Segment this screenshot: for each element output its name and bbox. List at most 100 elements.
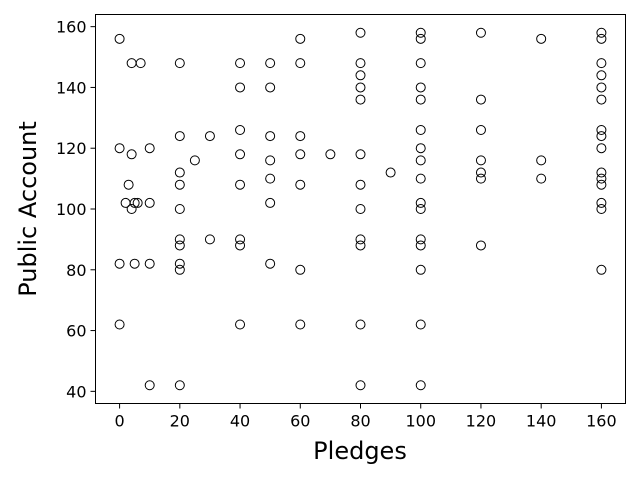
data-point xyxy=(596,167,607,178)
data-point xyxy=(415,58,426,69)
data-point xyxy=(596,264,607,275)
y-tick-label: 100 xyxy=(56,200,87,219)
data-point xyxy=(415,155,426,166)
data-point xyxy=(596,143,607,154)
data-point xyxy=(415,124,426,135)
data-point xyxy=(295,33,306,44)
data-point xyxy=(415,240,426,251)
ticks-layer: 0 20 40 60 80 100 120 140 160 40 60 80 100 120 140 160 xyxy=(56,18,617,431)
y-tick-label: 160 xyxy=(56,18,87,37)
data-point xyxy=(126,204,137,214)
data-point xyxy=(355,234,366,245)
data-point xyxy=(114,319,125,330)
data-point xyxy=(114,258,125,269)
data-point xyxy=(129,197,140,208)
data-point xyxy=(596,27,607,38)
data-point xyxy=(174,131,185,142)
data-point xyxy=(596,70,607,81)
data-point xyxy=(174,240,185,251)
data-point xyxy=(596,82,607,93)
data-point xyxy=(355,27,366,38)
data-point xyxy=(174,264,185,275)
data-point xyxy=(596,33,607,44)
data-point xyxy=(114,33,125,44)
data-point xyxy=(265,131,276,142)
data-point xyxy=(415,197,426,208)
data-point xyxy=(135,58,146,69)
data-point xyxy=(123,179,134,190)
data-point xyxy=(265,155,276,166)
data-point xyxy=(355,70,366,81)
data-point xyxy=(126,149,137,160)
data-point xyxy=(174,204,185,214)
data-point xyxy=(596,204,607,214)
x-tick-label: 80 xyxy=(350,412,370,431)
data-point xyxy=(174,380,185,391)
data-point xyxy=(295,264,306,275)
x-tick-label: 140 xyxy=(526,412,557,431)
data-point xyxy=(265,173,276,184)
data-point xyxy=(475,27,486,38)
data-point xyxy=(475,124,486,135)
data-point xyxy=(596,173,607,184)
x-axis-label: Pledges xyxy=(313,437,407,465)
data-point xyxy=(174,258,185,269)
data-point xyxy=(235,149,246,160)
data-point xyxy=(235,179,246,190)
x-tick-label: 40 xyxy=(230,412,250,431)
data-point xyxy=(235,234,246,245)
data-point xyxy=(415,27,426,38)
data-point xyxy=(355,94,366,105)
data-point xyxy=(265,58,276,69)
x-tick-label: 160 xyxy=(586,412,617,431)
data-point xyxy=(235,124,246,135)
data-point xyxy=(204,234,215,245)
data-point xyxy=(415,82,426,93)
plot-frame xyxy=(95,14,626,404)
data-point xyxy=(295,149,306,160)
data-point xyxy=(265,82,276,93)
data-point xyxy=(596,58,607,69)
data-point xyxy=(355,179,366,190)
y-axis-label: Public Account xyxy=(14,121,42,297)
data-point xyxy=(536,33,547,44)
data-point xyxy=(355,58,366,69)
data-point xyxy=(355,240,366,251)
data-point xyxy=(126,58,137,69)
data-point xyxy=(295,58,306,69)
data-point xyxy=(385,167,396,178)
data-point xyxy=(596,197,607,208)
data-point xyxy=(174,58,185,69)
data-point xyxy=(132,197,143,208)
y-tick-label: 120 xyxy=(56,139,87,158)
data-point xyxy=(144,380,155,391)
data-point xyxy=(114,143,125,154)
data-point xyxy=(415,143,426,154)
data-point xyxy=(295,131,306,142)
data-point xyxy=(144,143,155,154)
data-point xyxy=(355,204,366,214)
data-point xyxy=(204,131,215,142)
y-tick-label: 40 xyxy=(66,382,86,401)
data-point xyxy=(475,240,486,251)
data-point xyxy=(325,149,336,160)
y-tick-label: 80 xyxy=(66,261,86,280)
x-tick-label: 120 xyxy=(466,412,497,431)
data-point xyxy=(235,319,246,330)
data-point xyxy=(189,155,200,166)
data-point xyxy=(129,258,140,269)
data-point xyxy=(415,380,426,391)
data-point xyxy=(596,94,607,105)
data-point xyxy=(415,319,426,330)
data-point xyxy=(235,58,246,69)
data-point xyxy=(415,234,426,245)
x-tick-label: 100 xyxy=(405,412,436,431)
data-point xyxy=(265,258,276,269)
data-point xyxy=(355,380,366,391)
data-point xyxy=(174,167,185,178)
data-point xyxy=(475,173,486,184)
data-point xyxy=(174,234,185,245)
data-point xyxy=(295,179,306,190)
data-point xyxy=(144,197,155,208)
